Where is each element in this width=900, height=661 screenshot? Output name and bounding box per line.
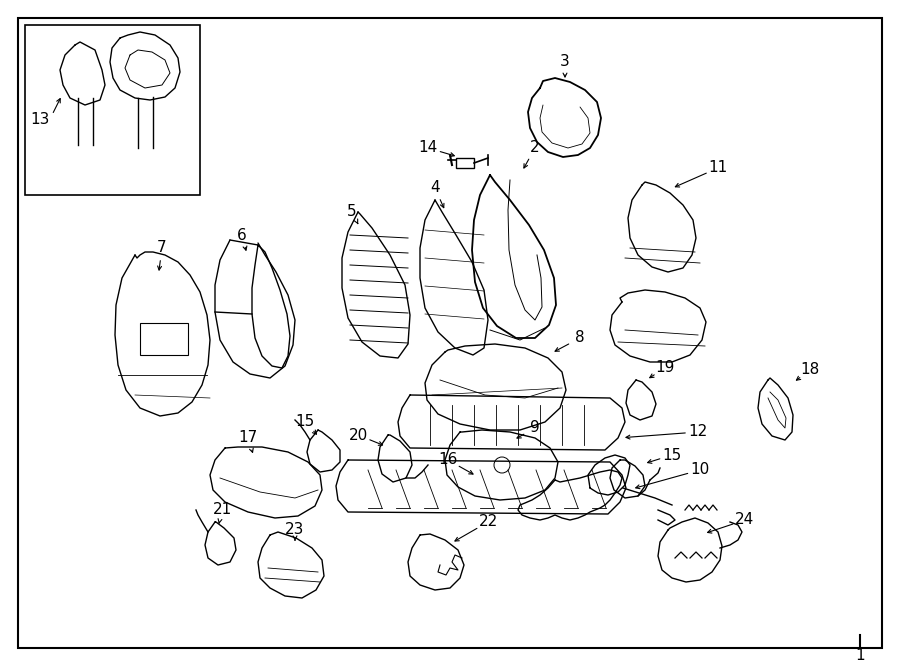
Bar: [25, 25, 200, 195]
Text: 20: 20: [348, 428, 367, 442]
Text: 12: 12: [688, 424, 707, 440]
Text: 3: 3: [560, 54, 570, 69]
Text: 15: 15: [295, 414, 315, 430]
Bar: [456, 158, 474, 168]
Text: 9: 9: [530, 420, 540, 436]
Text: 16: 16: [438, 453, 458, 467]
Text: 21: 21: [212, 502, 231, 518]
Bar: [140, 323, 188, 355]
Text: 23: 23: [285, 522, 305, 537]
Text: 13: 13: [31, 112, 50, 128]
Text: 8: 8: [575, 330, 585, 346]
Text: 15: 15: [662, 447, 681, 463]
Text: 19: 19: [655, 360, 675, 375]
Text: 7: 7: [158, 241, 166, 256]
Text: 18: 18: [800, 362, 820, 377]
Text: 10: 10: [690, 463, 709, 477]
Text: 17: 17: [238, 430, 257, 446]
Text: 1: 1: [855, 648, 865, 661]
Text: 5: 5: [347, 204, 356, 219]
Text: 4: 4: [430, 180, 440, 196]
Text: 6: 6: [237, 227, 247, 243]
Text: 14: 14: [418, 141, 437, 155]
Text: 11: 11: [708, 161, 727, 176]
Text: 22: 22: [479, 514, 498, 529]
Text: 2: 2: [530, 141, 540, 155]
Text: 24: 24: [735, 512, 754, 527]
